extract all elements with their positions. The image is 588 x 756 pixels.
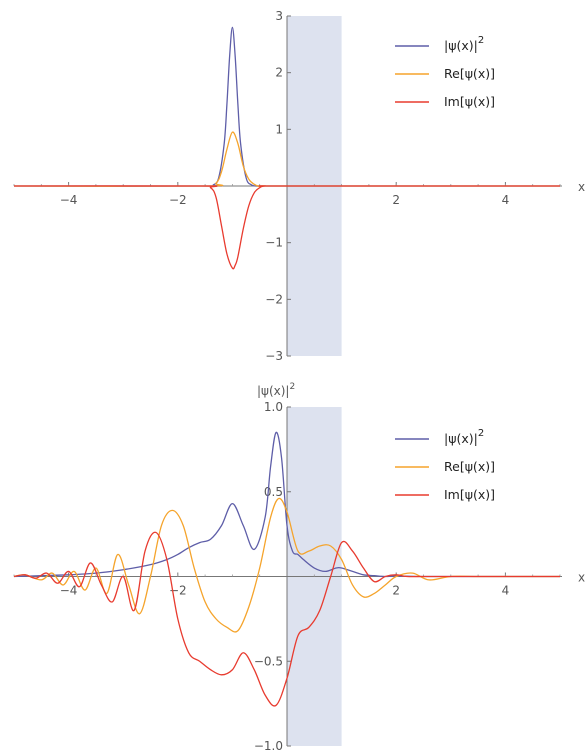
x-tick-label: 2 [392, 193, 400, 207]
y-tick-label: 3 [275, 9, 283, 23]
series-line-3 [14, 185, 560, 270]
x-tick-label: −4 [60, 584, 78, 598]
y-tick-label: 1.0 [264, 400, 283, 414]
x-tick-label: −2 [169, 193, 187, 207]
y-tick-label: −0.5 [254, 654, 283, 668]
legend-label: Im[ψ(x)] [444, 94, 495, 109]
y-axis-label: |ψ(x)|2 [257, 382, 295, 398]
legend-label: Re[ψ(x)] [444, 66, 495, 81]
legend-label: |ψ(x)|2 [444, 428, 484, 446]
y-tick-label: 1 [275, 122, 283, 136]
y-tick-label: −3 [265, 349, 283, 363]
legend-label: Im[ψ(x)] [444, 487, 495, 502]
x-axis-label: x [578, 571, 585, 585]
x-tick-label: 4 [502, 584, 510, 598]
legend-label: |ψ(x)|2 [444, 35, 484, 53]
y-tick-label: −2 [265, 292, 283, 306]
y-tick-label: 2 [275, 66, 283, 80]
x-axis-label: x [578, 180, 585, 194]
series-line-1 [14, 431, 560, 578]
top-plot-panel: −4 −2 2 4 −3 −2 −1 1 2 3 x |ψ(x)|2 Re[ψ(x)] Im[ψ(x)] [13, 9, 585, 363]
bottom-plot-panel: −4 −2 2 4−1.0−0.50.51.0x|ψ(x)|2|ψ(x)|2Re[ψ(… [13, 382, 585, 753]
y-tick-label: 0.5 [264, 485, 283, 499]
series-line-3 [14, 531, 560, 707]
x-tick-label: 2 [392, 584, 400, 598]
x-tick-label: −4 [60, 193, 78, 207]
y-tick-label: −1.0 [254, 739, 283, 753]
legend-label: Re[ψ(x)] [444, 459, 495, 474]
x-tick-label: 4 [502, 193, 510, 207]
y-tick-label: −1 [265, 236, 283, 250]
